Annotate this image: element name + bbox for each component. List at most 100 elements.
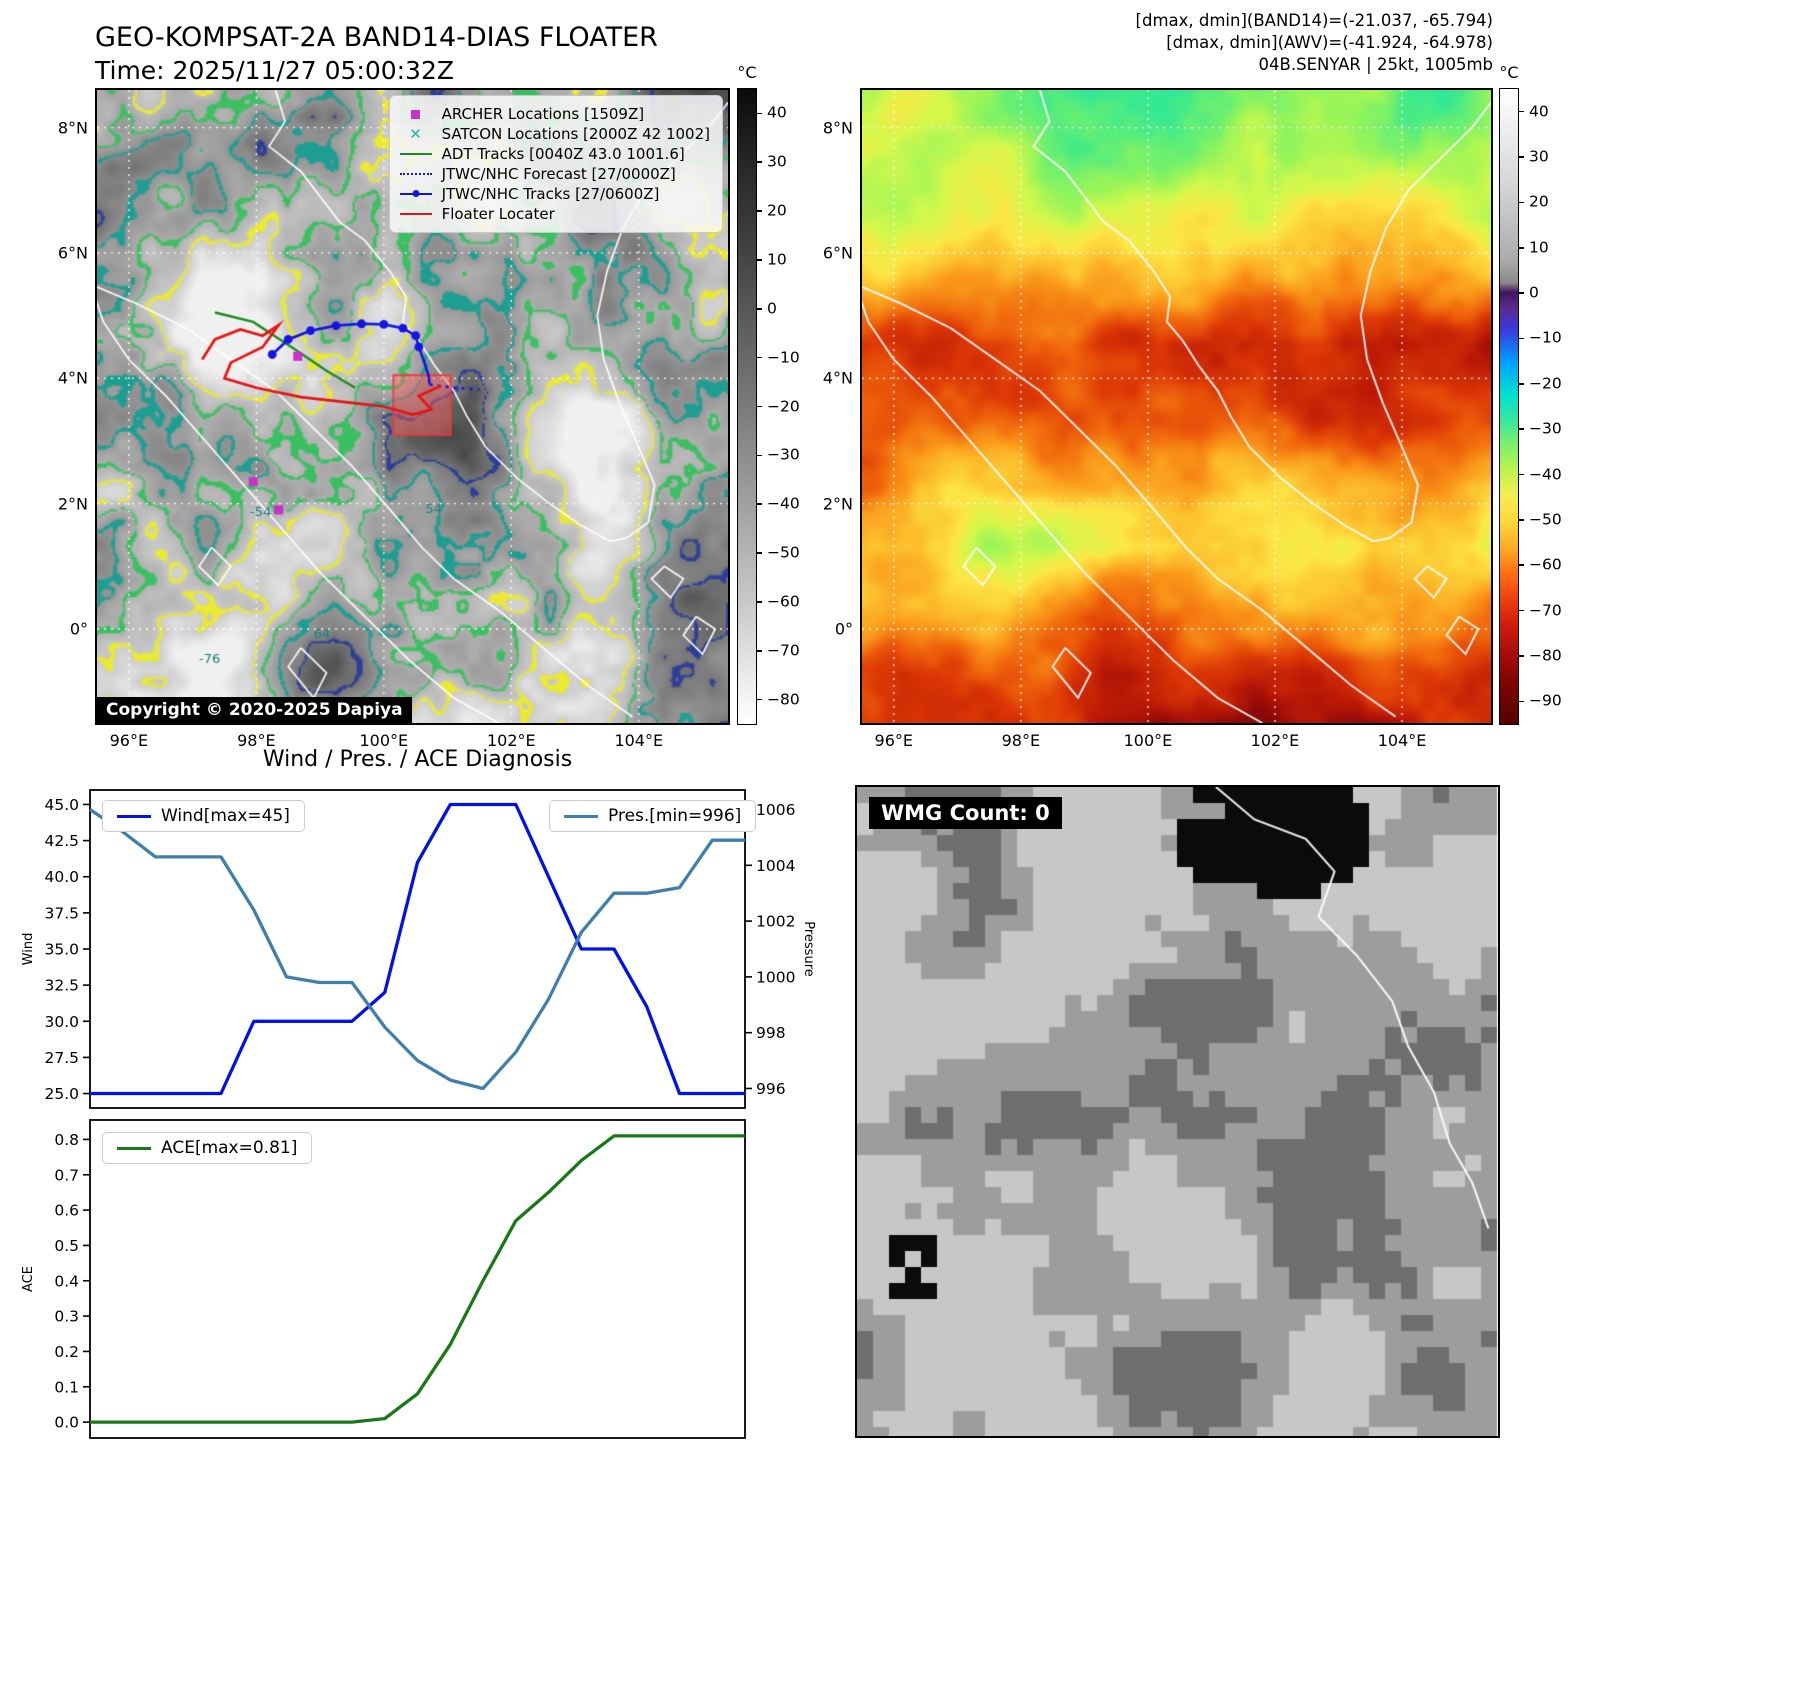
colorbar-tick-mark [756, 405, 762, 408]
colorbar-tick-label: −30 [1529, 419, 1562, 438]
colorbar-tick-mark [1518, 292, 1524, 294]
awv-annotations: [dmax, dmin](BAND14)=(-21.037, -65.794) … [860, 10, 1493, 76]
y-tick-label: 996 [756, 1080, 786, 1098]
y-tick-label: 40.0 [44, 868, 79, 886]
colorbar-tick-mark [756, 503, 762, 505]
colorbar-tick-label: −80 [1529, 646, 1562, 665]
colorbar-tick-label: −70 [767, 641, 800, 660]
colorbar-tick-mark [1518, 337, 1524, 340]
colorbar-tick-label: −80 [767, 690, 800, 709]
band14-colorbar-gradient [738, 89, 756, 724]
legend-label: Floater Locater [441, 205, 555, 223]
wind-pressure-chart: 25.0 27.5 30.0 32.5 35.0 37.5 40.0 42.5 45.0 996 9… [21, 789, 816, 1109]
y-tick-label: 1006 [756, 801, 795, 819]
wind-legend-label: Wind[max=45] [161, 806, 290, 826]
colorbar-tick-mark [1518, 110, 1524, 113]
awv-colorbar-unit: °C [1499, 63, 1519, 82]
series-line-0 [90, 1134, 745, 1424]
colorbar-tick-mark [1518, 383, 1524, 385]
y-tick-label: 37.5 [44, 904, 79, 922]
lat-tick-label: 2°N [822, 494, 853, 514]
lat-tick-label: 8°N [57, 118, 88, 138]
lat-tick-label: 6°N [822, 243, 853, 263]
colorbar-tick-label: −60 [767, 592, 800, 611]
colorbar-tick-label: −50 [1529, 510, 1562, 529]
y-tick-label: 0.4 [54, 1272, 79, 1290]
wmg-map: WMG Count: 0 [855, 785, 1500, 1438]
lat-tick-label: 0° [834, 619, 853, 639]
line-marker-icon [399, 153, 433, 155]
awv-satellite-canvas [862, 90, 1491, 723]
lon-tick-label: 100°E [359, 731, 409, 750]
awv-colorbar-gradient [1500, 89, 1518, 724]
colorbar-tick-mark [756, 308, 762, 310]
pressure-legend: Pres.[min=996] [549, 800, 757, 832]
y-tick-label: 0.2 [54, 1343, 79, 1361]
dmax-dmin-awv-label: [dmax, dmin](AWV)=(-41.924, -64.978) [1166, 33, 1493, 52]
y-tick-label: 0.1 [54, 1378, 79, 1396]
y-tick-label: 32.5 [44, 977, 79, 995]
dmax-dmin-band14-label: [dmax, dmin](BAND14)=(-21.037, -65.794) [1135, 11, 1493, 30]
wind-line-sample-icon [117, 814, 151, 818]
colorbar-tick-label: −40 [1529, 465, 1562, 484]
diagnosis-chart-title: Wind / Pres. / ACE Diagnosis [262, 747, 573, 772]
band14-time-label: Time: 2025/11/27 05:00:32Z [95, 56, 454, 85]
y-tick-label: 1004 [756, 857, 795, 875]
line-marker-icon [399, 213, 433, 215]
colorbar-tick-label: −30 [767, 445, 800, 464]
y-tick-label: 998 [756, 1024, 786, 1042]
plot-frame [89, 1119, 746, 1439]
storm-id-label: 04B.SENYAR | 25kt, 1005mb [1258, 55, 1493, 74]
legend-item: ADT Tracks [0040Z 43.0 1001.6] [399, 145, 710, 163]
series-line-1 [89, 808, 745, 1091]
lat-tick-label: 6°N [57, 243, 88, 263]
lon-tick-label: 104°E [614, 731, 664, 750]
lon-tick-label: 98°E [1001, 731, 1041, 750]
legend-item: Floater Locater [399, 205, 710, 223]
y-tick-label: 0.6 [54, 1202, 79, 1220]
awv-colorbar: °C 40 30 20 10 0 −10 −20 −30 −40 −50 −60 −70 −80 −90 [1499, 63, 1562, 725]
lon-tick-label: 96°E [109, 731, 149, 750]
band14-colorbar: °C 40 30 20 10 0 −10 −20 −30 −40 −50 −60 −70 −80 [737, 63, 800, 725]
lon-tick-label: 98°E [237, 731, 276, 750]
lat-tick-label: 2°N [57, 494, 88, 514]
legend-item: ARCHER Locations [1509Z] [399, 105, 710, 123]
x-marker-icon: ✕ [409, 124, 422, 143]
legend-label: SATCON Locations [2000Z 42 1002] [441, 125, 710, 143]
y-tick-label: 25.0 [44, 1085, 79, 1103]
band14-title: GEO-KOMPSAT-2A BAND14-DIAS FLOATER [95, 22, 658, 53]
y-tick-label: 45.0 [44, 796, 79, 814]
colorbar-tick-mark [756, 259, 762, 261]
colorbar-tick-mark [1518, 519, 1524, 521]
colorbar-tick-mark [756, 210, 762, 212]
lat-tick-label: 0° [69, 619, 88, 639]
dotted-marker-icon [399, 173, 433, 175]
wmg-count-badge: WMG Count: 0 [869, 797, 1062, 829]
pressure-line-sample-icon [564, 814, 598, 818]
legend-label: JTWC/NHC Forecast [27/0000Z] [441, 165, 676, 183]
y-axis-label-left: ACE [21, 1266, 36, 1292]
lon-tick-label: 104°E [1377, 731, 1427, 750]
colorbar-tick-mark [1518, 428, 1524, 430]
colorbar-tick-label: 0 [1529, 283, 1539, 302]
colorbar-tick-mark [756, 112, 762, 115]
colorbar-tick-mark [1518, 700, 1524, 703]
colorbar-tick-label: −10 [767, 348, 800, 367]
lat-tick-label: 4°N [822, 368, 853, 388]
y-tick-label: 35.0 [44, 941, 79, 959]
legend-label: JTWC/NHC Tracks [27/0600Z] [441, 185, 660, 203]
colorbar-tick-mark [756, 649, 762, 652]
band14-legend: ARCHER Locations [1509Z] ✕ SATCON Location… [388, 95, 723, 233]
colorbar-tick-mark [756, 601, 762, 603]
colorbar-tick-mark [1518, 609, 1524, 612]
wmg-canvas [857, 787, 1498, 1436]
y-tick-label: 0.3 [54, 1308, 79, 1326]
y-tick-label: 1002 [756, 913, 795, 931]
legend-label: ARCHER Locations [1509Z] [441, 105, 645, 123]
colorbar-tick-label: −10 [1529, 329, 1562, 348]
pressure-legend-label: Pres.[min=996] [608, 806, 742, 826]
ace-chart: 0.0 0.1 0.2 0.3 0.4 0.5 0.6 0.7 0.8 ACE [21, 1119, 746, 1439]
colorbar-tick-label: 20 [1529, 193, 1549, 212]
ace-legend: ACE[max=0.81] [102, 1132, 313, 1164]
y-tick-label: 0.5 [54, 1237, 79, 1255]
